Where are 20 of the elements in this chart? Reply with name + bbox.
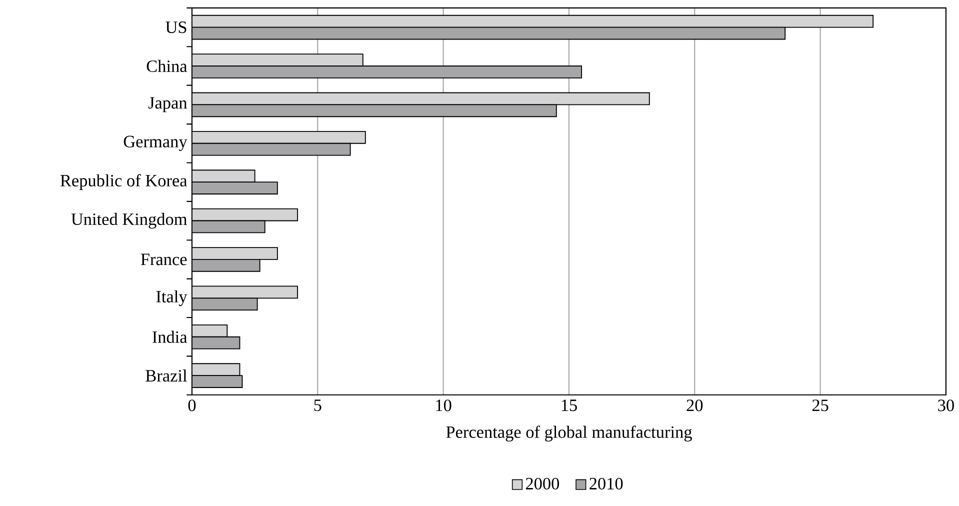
y-tick-label: United Kingdom: [71, 212, 188, 228]
x-tick-label: 15: [562, 399, 577, 411]
y-tick-label: France: [140, 254, 187, 266]
x-tick-label: 20: [686, 399, 703, 412]
y-tick-label: Italy: [156, 290, 188, 306]
legend-label: 2000: [526, 478, 560, 490]
y-tick-label: Brazil: [146, 369, 187, 382]
y-tick-label: Japan: [148, 97, 188, 112]
legend-label: 2010: [590, 478, 623, 490]
y-tick-label: India: [152, 330, 188, 343]
x-axis-title: Percentage of global manufacturing: [446, 425, 692, 442]
x-tick-label: 25: [812, 399, 828, 412]
y-tick-label: US: [166, 21, 186, 33]
y-tick-label: Republic of Korea: [60, 174, 188, 190]
x-tick-label: 5: [314, 399, 322, 411]
y-tick-label: China: [146, 60, 188, 72]
x-tick-label: 0: [188, 399, 196, 412]
x-tick-label: 10: [436, 399, 452, 412]
y-tick-label: Germany: [124, 136, 188, 151]
x-tick-label: 30: [938, 399, 954, 412]
